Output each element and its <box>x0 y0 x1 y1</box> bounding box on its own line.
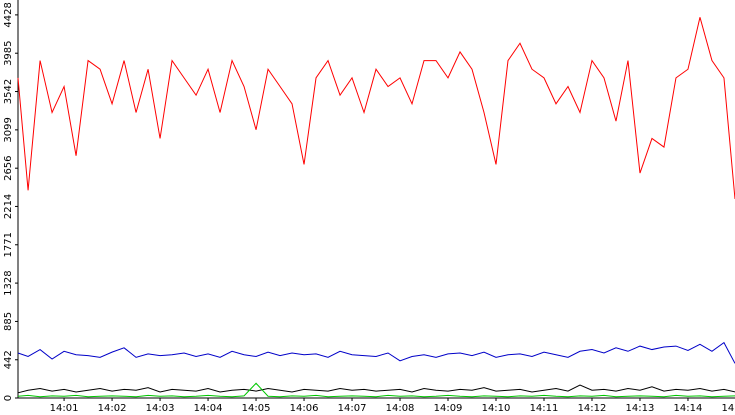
y-tick-label: 442 <box>3 350 14 369</box>
series-line <box>17 382 735 398</box>
y-tick-label: 0 <box>3 395 14 401</box>
x-tick-label: 14:12 <box>578 403 607 414</box>
series-line <box>17 17 735 200</box>
y-tick-label: 3542 <box>3 79 14 104</box>
x-tick-label: 14:07 <box>338 403 367 414</box>
x-tick-label: 14:02 <box>98 403 127 414</box>
x-tick-label: 14:11 <box>530 403 559 414</box>
y-tick-label: 3985 <box>3 40 14 65</box>
x-tick-label: 14:03 <box>146 403 175 414</box>
series-line <box>17 384 735 394</box>
y-tick-label: 885 <box>3 312 14 331</box>
y-tick-label: 2214 <box>3 194 14 219</box>
x-tick-label: 14:06 <box>290 403 319 414</box>
x-tick-label: 14:01 <box>50 403 79 414</box>
x-tick-label: 14:08 <box>386 403 415 414</box>
y-tick-label: 1328 <box>3 270 14 295</box>
y-tick-label: 1771 <box>3 232 14 257</box>
x-tick-label: 14:15 <box>722 403 735 414</box>
x-tick-label: 14:14 <box>674 403 703 414</box>
x-tick-label: 14:05 <box>242 403 271 414</box>
x-tick-label: 14:09 <box>434 403 463 414</box>
series-line <box>17 341 735 364</box>
x-tick-label: 14:10 <box>482 403 511 414</box>
x-tick-label: 14:04 <box>194 403 223 414</box>
y-tick-label: 3099 <box>3 117 14 142</box>
x-tick-label: 14:13 <box>626 403 655 414</box>
y-tick-label: 4428 <box>3 2 14 27</box>
y-tick-label: 2656 <box>3 155 14 180</box>
